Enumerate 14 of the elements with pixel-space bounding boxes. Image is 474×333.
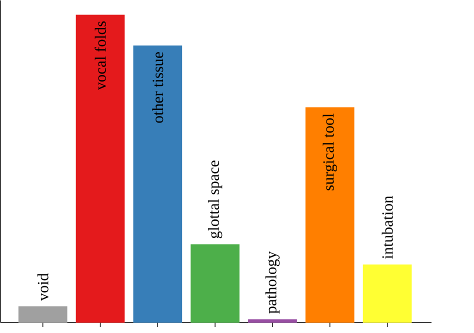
x-tick-label: glottal space [208, 160, 222, 238]
x-tick-label: other tissue [152, 52, 164, 123]
x-tick-label: void [37, 273, 48, 301]
bar [76, 14, 125, 323]
x-tick-label: intubation [382, 196, 393, 259]
x-tick-label: pathology [265, 251, 280, 314]
bar [18, 306, 68, 323]
bar [133, 45, 182, 323]
x-tick-label: vocal folds [94, 21, 106, 90]
bar [362, 264, 412, 323]
bar [248, 319, 297, 323]
bar [305, 107, 354, 323]
x-tick-label: surgical tool [322, 114, 338, 190]
bar [190, 244, 240, 323]
